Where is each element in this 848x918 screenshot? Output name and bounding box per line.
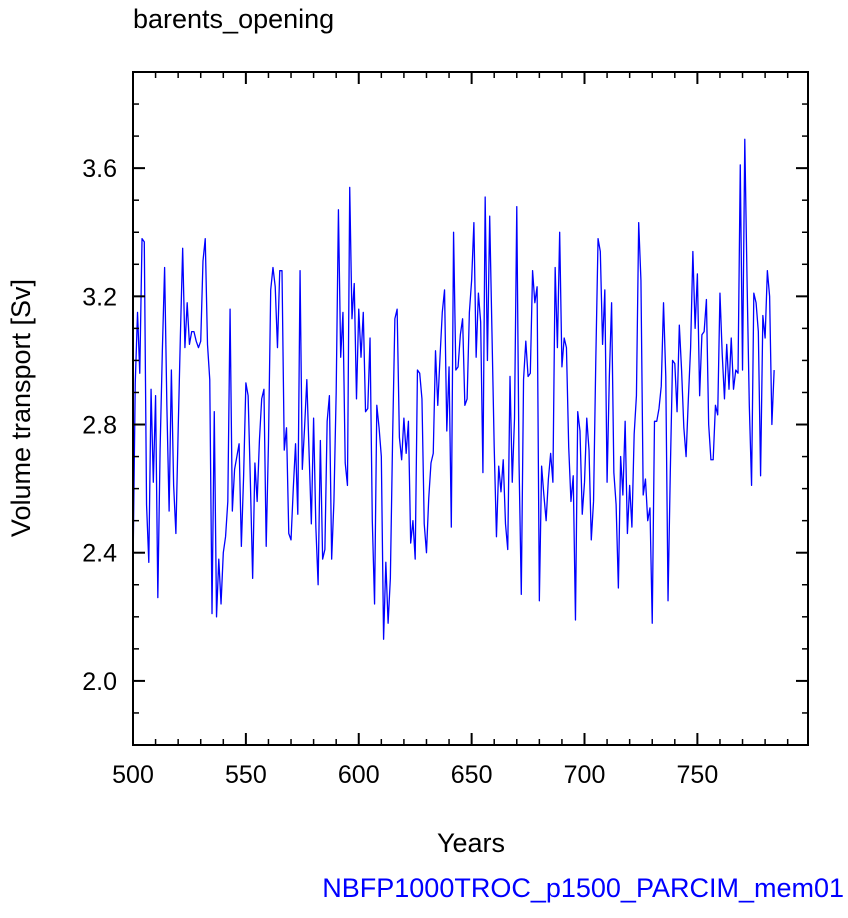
x-tick-label: 750 — [677, 761, 719, 789]
x-tick-label: 500 — [112, 761, 154, 789]
plot-frame — [132, 71, 809, 746]
y-tick-label: 2.0 — [82, 668, 117, 696]
axis-ticks — [132, 71, 808, 746]
chart-title: barents_opening — [133, 4, 334, 34]
x-tick-label: 700 — [564, 761, 606, 789]
y-tick-label: 3.6 — [82, 155, 117, 183]
run-identifier-label: NBFP1000TROC_p1500_PARCIM_mem01 — [322, 873, 844, 903]
x-tick-label: 600 — [338, 761, 380, 789]
x-axis-title: Years — [437, 828, 505, 858]
y-axis-title: Volume transport [Sv] — [6, 279, 36, 537]
plot-area — [132, 138, 775, 640]
y-tick-label: 2.4 — [82, 540, 117, 568]
y-tick-label: 2.8 — [82, 412, 117, 440]
x-tick-label: 550 — [225, 761, 267, 789]
y-tick-label: 3.2 — [82, 283, 117, 311]
axis-tick-labels: 500 550 600 650 700 750 2.0 2.4 2.8 3.2 3.6 — [82, 155, 718, 789]
x-tick-label: 650 — [451, 761, 493, 789]
series-line-0 — [132, 138, 775, 640]
